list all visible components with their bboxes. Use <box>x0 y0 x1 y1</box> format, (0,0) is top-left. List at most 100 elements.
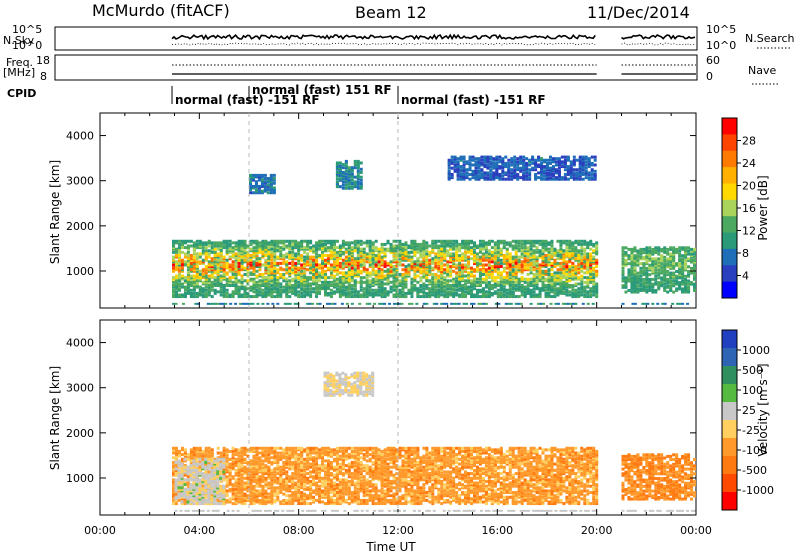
echo-cell <box>525 157 528 160</box>
echo-cell <box>193 256 196 259</box>
echo-cell <box>530 240 533 243</box>
echo-cell <box>211 452 214 455</box>
echo-cell <box>422 257 425 260</box>
echo-cell <box>351 284 354 287</box>
echo-cell <box>342 262 345 265</box>
echo-cell <box>196 279 199 282</box>
ground-scatter-cell <box>358 303 361 305</box>
echo-cell <box>528 163 531 166</box>
echo-cell <box>208 256 211 259</box>
echo-cell <box>533 290 536 293</box>
date-title: 11/Dec/2014 <box>587 3 690 22</box>
echo-cell <box>184 276 187 279</box>
echo-cell <box>354 263 357 266</box>
echo-cell <box>306 260 309 263</box>
echo-cell <box>428 279 431 282</box>
echo-cell <box>636 249 639 252</box>
echo-cell <box>333 275 336 278</box>
echo-cell <box>537 171 540 174</box>
echo-cell <box>443 289 446 292</box>
ground-scatter-cell <box>664 303 667 305</box>
echo-cell <box>315 279 318 282</box>
echo-cell <box>561 156 564 159</box>
echo-cell <box>494 279 497 282</box>
echo-cell <box>666 251 669 254</box>
echo-cell <box>190 289 193 292</box>
echo-cell <box>449 290 452 293</box>
echo-cell <box>366 271 369 274</box>
echo-cell <box>342 180 345 183</box>
echo-cell <box>521 240 524 243</box>
echo-cell <box>636 259 639 262</box>
echo-cell <box>428 287 431 290</box>
echo-cell <box>434 252 437 255</box>
echo-cell <box>586 295 589 298</box>
echo-cell <box>458 262 461 265</box>
echo-cell <box>583 252 586 255</box>
echo-cell <box>273 240 276 243</box>
echo-cell <box>684 267 687 270</box>
echo-cell <box>351 179 354 182</box>
echo-cell <box>530 248 533 251</box>
echo-cell <box>244 240 247 243</box>
echo-cell <box>463 173 466 176</box>
echo-cell <box>214 271 217 274</box>
echo-cell <box>327 257 330 260</box>
echo-cell <box>469 178 472 181</box>
echo-cell <box>255 289 258 292</box>
echo-cell <box>562 271 565 274</box>
echo-cell <box>678 249 681 252</box>
echo-cell <box>542 256 545 259</box>
echo-cell <box>270 284 273 287</box>
echo-cell <box>521 268 524 271</box>
echo-cell <box>479 243 482 246</box>
echo-cell <box>232 246 235 249</box>
echo-cell <box>466 168 469 171</box>
echo-cell <box>595 259 598 262</box>
echo-cell <box>384 265 387 268</box>
echo-cell <box>285 240 288 243</box>
echo-cell <box>583 271 586 274</box>
echo-cell <box>312 273 315 276</box>
echo-cell <box>555 168 558 171</box>
echo-cell <box>472 176 475 179</box>
echo-cell <box>345 184 348 187</box>
echo-cell <box>630 291 633 294</box>
echo-cell <box>556 268 559 271</box>
echo-cell <box>571 278 574 281</box>
nsearch-tick-bottom: 10^0 <box>706 39 736 52</box>
echo-cell <box>342 171 345 174</box>
echo-cell <box>479 289 482 292</box>
echo-cell <box>580 262 583 265</box>
echo-cell <box>416 287 419 290</box>
echo-cell <box>354 279 357 282</box>
echo-cell <box>401 286 404 289</box>
echo-cell <box>282 286 285 289</box>
echo-cell <box>223 284 226 287</box>
echo-cell <box>455 240 458 243</box>
echo-cell <box>187 453 190 456</box>
echo-cell <box>485 284 488 287</box>
echo-cell <box>687 246 690 249</box>
echo-cell <box>390 286 393 289</box>
echo-cell <box>407 251 410 254</box>
echo-cell <box>542 252 545 255</box>
echo-cell <box>455 267 458 270</box>
echo-cell <box>232 276 235 279</box>
echo-cell <box>190 254 193 257</box>
echo-cell <box>387 248 390 251</box>
echo-cell <box>181 240 184 243</box>
echo-cell <box>255 262 258 265</box>
echo-cell <box>693 256 696 259</box>
echo-cell <box>639 270 642 273</box>
echo-cell <box>473 282 476 285</box>
echo-cell <box>214 251 217 254</box>
echo-cell <box>639 248 642 251</box>
echo-cell <box>546 171 549 174</box>
echo-cell <box>461 240 464 243</box>
echo-cell <box>223 273 226 276</box>
echo-cell <box>486 156 489 159</box>
echo-cell <box>639 262 642 265</box>
echo-cell <box>672 283 675 286</box>
echo-cell <box>291 246 294 249</box>
